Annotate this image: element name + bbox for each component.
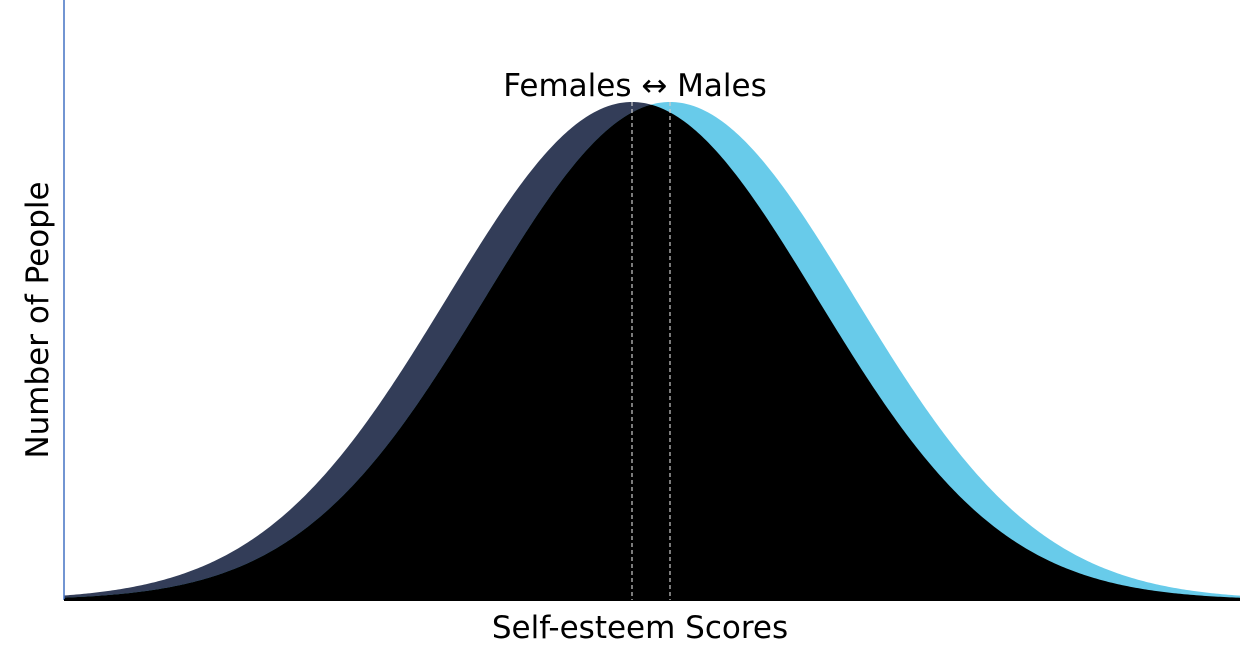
- comparison-label: Females ↔ Males: [503, 68, 767, 104]
- y-axis-label: Number of People: [20, 181, 56, 458]
- x-axis-label: Self-esteem Scores: [492, 610, 788, 646]
- overlap-area: [64, 104, 1240, 601]
- curves: [64, 102, 1240, 601]
